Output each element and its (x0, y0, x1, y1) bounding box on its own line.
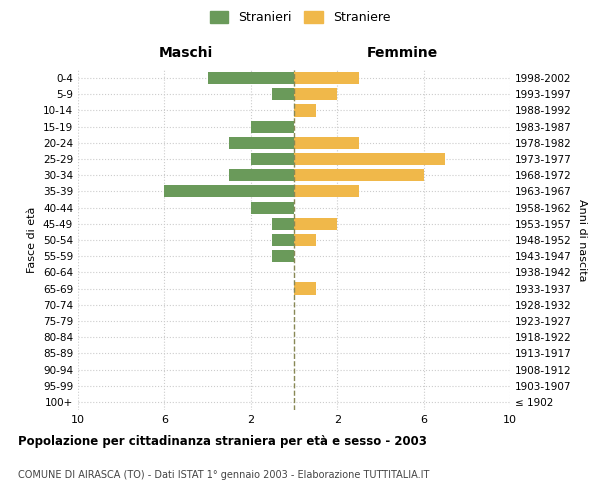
Bar (251, 153, 294, 165)
Bar (272, 218, 294, 230)
Legend: Stranieri, Straniere: Stranieri, Straniere (205, 6, 395, 29)
Bar (294, 282, 316, 294)
Bar (294, 169, 424, 181)
Bar (272, 88, 294, 101)
Bar (294, 104, 316, 117)
Bar (294, 218, 337, 230)
Bar (229, 169, 294, 181)
Bar (251, 202, 294, 213)
Bar (229, 137, 294, 149)
Bar (294, 88, 337, 101)
Bar (251, 120, 294, 132)
Bar (294, 153, 445, 165)
Text: Popolazione per cittadinanza straniera per età e sesso - 2003: Popolazione per cittadinanza straniera p… (18, 435, 427, 448)
Text: Femmine: Femmine (367, 46, 437, 60)
Y-axis label: Anni di nascita: Anni di nascita (577, 198, 587, 281)
Bar (272, 234, 294, 246)
Bar (208, 72, 294, 84)
Bar (164, 186, 294, 198)
Bar (294, 72, 359, 84)
Bar (294, 234, 316, 246)
Text: Maschi: Maschi (159, 46, 213, 60)
Bar (294, 186, 359, 198)
Bar (294, 137, 359, 149)
Text: COMUNE DI AIRASCA (TO) - Dati ISTAT 1° gennaio 2003 - Elaborazione TUTTITALIA.IT: COMUNE DI AIRASCA (TO) - Dati ISTAT 1° g… (18, 470, 430, 480)
Bar (272, 250, 294, 262)
Y-axis label: Fasce di età: Fasce di età (28, 207, 37, 273)
